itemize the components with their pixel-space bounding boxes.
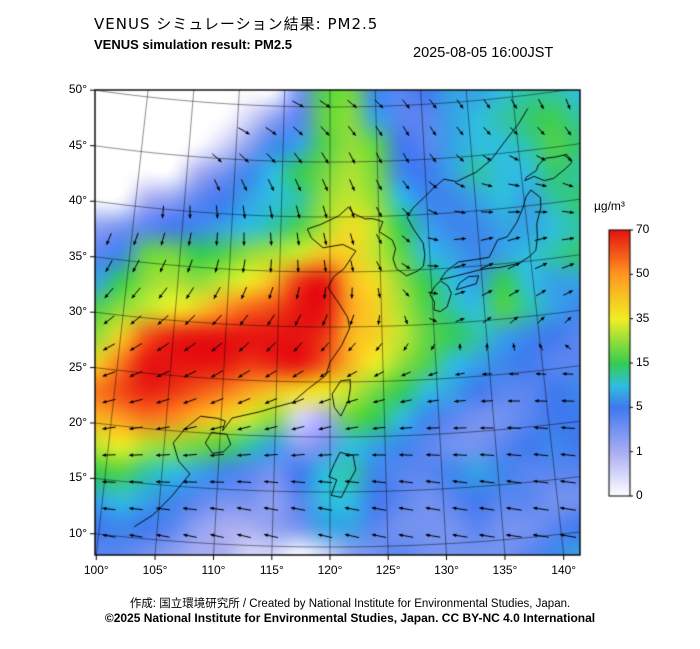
colorbar-tick-label: 35 bbox=[636, 310, 650, 325]
colorbar-tick-label: 0 bbox=[636, 488, 643, 502]
latitude-tick-label: 10° bbox=[68, 525, 87, 540]
latitude-tick-label: 50° bbox=[68, 82, 87, 97]
longitude-tick-label: 110° bbox=[201, 563, 226, 577]
copyright-line: ©2025 National Institute for Environment… bbox=[104, 611, 596, 625]
colorbar-tick-label: 50 bbox=[636, 266, 650, 281]
longitude-tick-label: 100° bbox=[83, 563, 109, 577]
longitude-tick-label: 105° bbox=[142, 563, 168, 577]
latitude-tick-label: 40° bbox=[68, 193, 87, 208]
longitude-tick-label: 135° bbox=[492, 563, 518, 577]
title-japanese: VENUS シミュレーション結果: PM2.5 bbox=[94, 15, 379, 33]
colorbar-tick-label: 1 bbox=[636, 443, 643, 458]
latitude-tick-label: 15° bbox=[68, 470, 87, 485]
longitude-tick-label: 115° bbox=[259, 563, 284, 577]
longitude-tick-label: 140° bbox=[551, 563, 577, 577]
colorbar-tick-label: 15 bbox=[636, 355, 650, 369]
latitude-tick-label: 25° bbox=[68, 359, 87, 374]
timestamp-label: 2025-08-05 16:00JST bbox=[413, 45, 554, 61]
longitude-tick-label: 125° bbox=[375, 563, 401, 577]
colorbar-tick-label: 70 bbox=[636, 222, 650, 236]
longitude-tick-label: 130° bbox=[434, 563, 459, 577]
title-english: VENUS simulation result: PM2.5 bbox=[94, 37, 292, 52]
credit-line: 作成: 国立環境研究所 / Created by National Instit… bbox=[129, 598, 571, 610]
latitude-tick-label: 30° bbox=[68, 304, 87, 319]
colorbar-tick-label: 5 bbox=[636, 399, 643, 414]
latitude-tick-label: 35° bbox=[68, 248, 87, 263]
colorbar-unit-label: µg/m³ bbox=[594, 199, 625, 213]
latitude-tick-label: 45° bbox=[68, 137, 87, 152]
latitude-tick-label: 20° bbox=[68, 415, 87, 429]
longitude-tick-label: 120° bbox=[317, 563, 343, 577]
